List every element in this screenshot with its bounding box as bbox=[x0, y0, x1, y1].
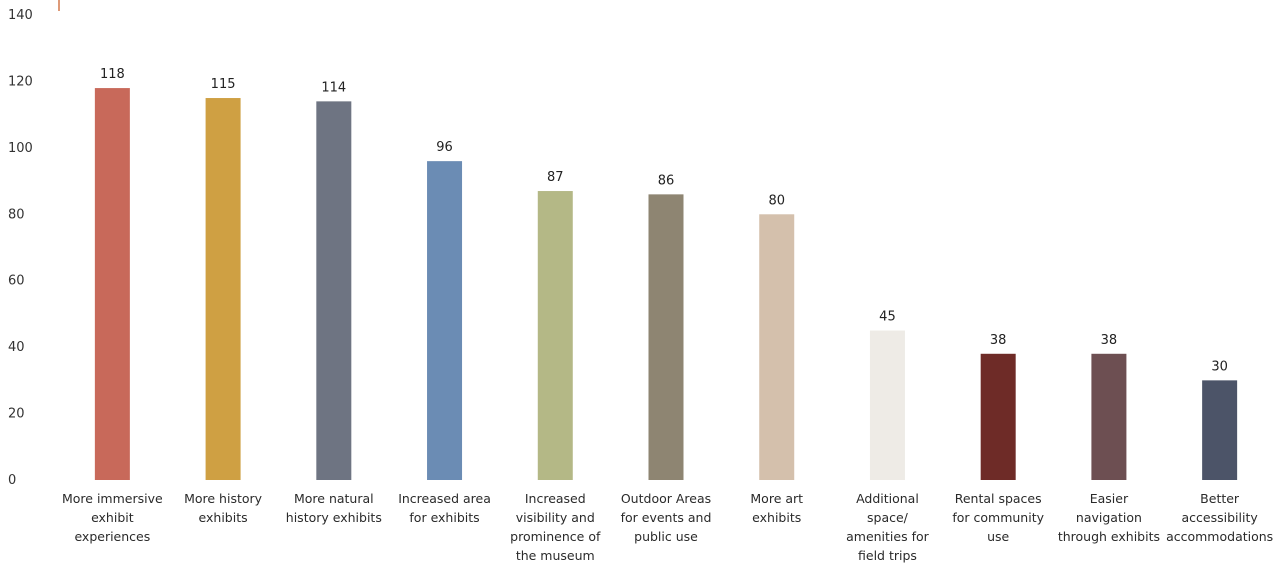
y-tick-label: 80 bbox=[8, 207, 25, 222]
bar bbox=[869, 330, 905, 480]
data-label: 45 bbox=[879, 310, 896, 325]
y-tick-label: 40 bbox=[8, 340, 25, 355]
bar bbox=[205, 98, 241, 481]
bar bbox=[759, 214, 795, 481]
category-label: Increased visibility and prominence of the … bbox=[510, 491, 601, 563]
bar bbox=[94, 88, 130, 481]
category-label: More history exhibits bbox=[184, 491, 263, 525]
category-labels: More immersive exhibit experiences More his… bbox=[62, 491, 1273, 563]
bars bbox=[94, 88, 1238, 481]
data-label: 38 bbox=[1101, 333, 1118, 348]
data-label: 114 bbox=[321, 80, 346, 95]
y-tick-label: 60 bbox=[8, 274, 25, 289]
category-label: Better accessibility accommodations bbox=[1166, 491, 1273, 544]
category-label: More art exhibits bbox=[750, 491, 803, 525]
y-tick-label: 20 bbox=[8, 407, 25, 422]
bar bbox=[1202, 380, 1238, 480]
bar bbox=[648, 194, 684, 480]
category-label: More natural history exhibits bbox=[286, 491, 382, 525]
data-labels: 118 115 114 96 87 86 80 45 38 38 30 bbox=[100, 67, 1228, 374]
category-label: Easier navigation through exhibits bbox=[1058, 491, 1160, 544]
y-axis-ticks: 0 20 40 60 80 100 120 140 bbox=[8, 8, 33, 488]
y-tick-label: 140 bbox=[8, 8, 33, 23]
bar bbox=[1091, 353, 1127, 480]
data-label: 96 bbox=[436, 140, 453, 155]
bar bbox=[537, 191, 573, 481]
bar bbox=[980, 353, 1016, 480]
data-label: 118 bbox=[100, 67, 125, 82]
category-label: Additional space/amenities for field trips bbox=[846, 491, 930, 563]
y-tick-label: 120 bbox=[8, 74, 33, 89]
bar bbox=[427, 161, 463, 480]
y-tick-label: 0 bbox=[8, 473, 16, 488]
data-label: 115 bbox=[211, 77, 236, 92]
bar bbox=[316, 101, 352, 480]
category-label: Rental spaces for community use bbox=[952, 491, 1044, 544]
data-label: 38 bbox=[990, 333, 1007, 348]
data-label: 30 bbox=[1211, 359, 1228, 374]
category-label: Outdoor Areas for events and public use bbox=[621, 491, 712, 544]
category-label: More immersive exhibit experiences bbox=[62, 491, 163, 544]
y-tick-label: 100 bbox=[8, 141, 33, 156]
category-label: Increased area for exhibits bbox=[398, 491, 491, 525]
data-label: 87 bbox=[547, 170, 564, 185]
data-label: 80 bbox=[768, 193, 785, 208]
data-label: 86 bbox=[658, 173, 675, 188]
